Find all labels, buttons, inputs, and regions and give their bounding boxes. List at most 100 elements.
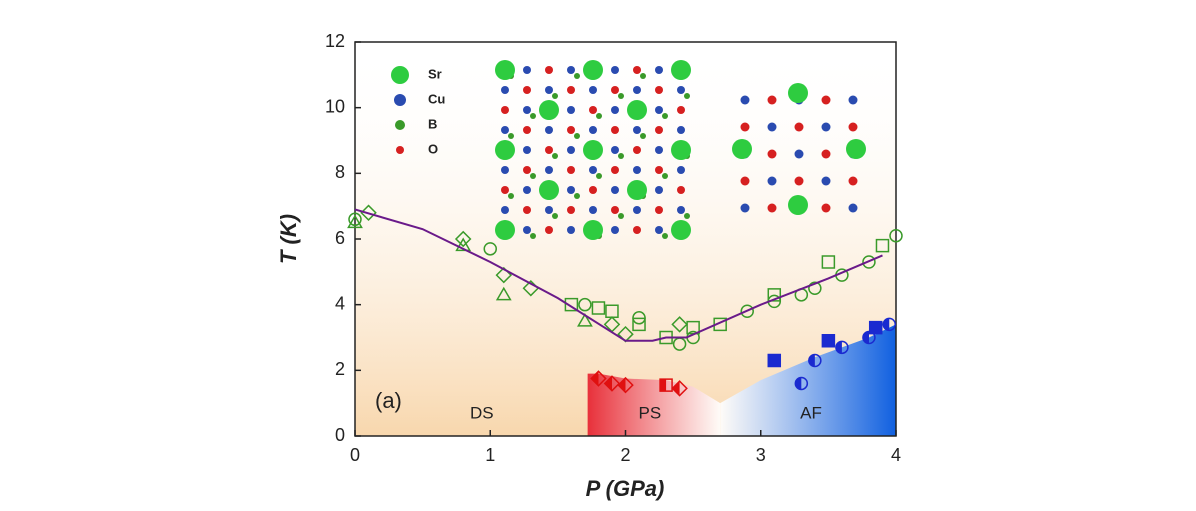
atom	[589, 166, 597, 174]
atom	[655, 166, 663, 174]
atom	[545, 226, 553, 234]
marker	[821, 334, 836, 348]
data-point	[672, 337, 687, 351]
marker	[578, 297, 592, 312]
x-tick-label: 0	[350, 445, 360, 465]
x-tick-label: 1	[485, 445, 495, 465]
atom	[740, 122, 750, 132]
atom	[767, 95, 777, 105]
atom	[567, 146, 575, 154]
marker	[577, 312, 593, 327]
y-axis-label: T (K)	[276, 214, 301, 264]
data-point	[767, 353, 782, 368]
atom	[740, 176, 750, 186]
atom	[640, 133, 646, 139]
marker-fill	[604, 376, 612, 391]
marker-outline	[835, 340, 849, 355]
marker	[591, 301, 606, 315]
atom	[848, 122, 858, 132]
marker	[767, 353, 782, 368]
data-point	[740, 304, 754, 318]
atom	[655, 106, 663, 114]
atom	[523, 226, 531, 234]
atom	[501, 206, 509, 214]
atom	[821, 122, 831, 132]
data-point	[632, 317, 646, 332]
atom	[740, 203, 750, 213]
data-point	[862, 255, 876, 269]
data-point	[686, 330, 700, 345]
atom	[552, 153, 558, 159]
atom	[633, 146, 641, 154]
marker	[605, 304, 619, 318]
atom	[523, 146, 531, 154]
atom	[662, 173, 668, 179]
atom	[671, 60, 691, 80]
marker	[686, 320, 700, 335]
atom	[589, 86, 597, 94]
marker-outline	[671, 380, 688, 397]
atom	[501, 186, 509, 194]
marker	[495, 286, 512, 301]
marker-outline	[862, 330, 876, 345]
atom	[545, 146, 553, 154]
region-label: PS	[639, 403, 662, 422]
marker	[889, 228, 903, 243]
y-tick-label: 10	[325, 96, 345, 116]
atom	[662, 113, 668, 119]
marker-fill	[672, 381, 680, 396]
atom	[611, 106, 619, 114]
marker	[454, 230, 472, 248]
atom	[530, 233, 536, 239]
atom	[539, 180, 559, 200]
atom	[567, 126, 575, 134]
data-point	[686, 320, 700, 335]
atom	[618, 153, 624, 159]
atom	[767, 149, 777, 159]
data-point	[483, 242, 498, 256]
data-point	[868, 320, 883, 335]
atom	[495, 140, 515, 160]
atom	[684, 93, 690, 99]
x-tick-label: 3	[756, 445, 766, 465]
atom	[501, 106, 509, 114]
atom	[767, 122, 777, 132]
marker	[671, 316, 688, 333]
marker	[347, 214, 363, 229]
x-axis-label: P (GPa)	[586, 476, 665, 501]
atom	[545, 166, 553, 174]
fit-line	[354, 208, 883, 342]
atom	[767, 203, 777, 213]
atom	[567, 86, 575, 94]
atom	[671, 140, 691, 160]
marker-outline	[882, 317, 896, 332]
marker	[672, 337, 687, 351]
data-point	[862, 330, 876, 345]
legend-symbol	[391, 66, 409, 84]
atom	[596, 173, 602, 179]
atom	[677, 106, 685, 114]
marker	[862, 255, 876, 269]
legend-label: Sr	[428, 66, 442, 81]
atom	[677, 166, 685, 174]
atom	[633, 66, 641, 74]
legend-symbol	[395, 120, 405, 130]
atom	[545, 66, 553, 74]
atom	[583, 60, 603, 80]
atom	[552, 93, 558, 99]
panel-label: (a)	[375, 388, 402, 413]
atom	[539, 100, 559, 120]
atom	[846, 139, 866, 159]
atom	[611, 126, 619, 134]
atom	[552, 213, 558, 219]
atom	[848, 203, 858, 213]
atom	[530, 113, 536, 119]
atom	[627, 100, 647, 120]
atom	[821, 95, 831, 105]
marker-outline	[603, 375, 621, 392]
marker	[455, 237, 472, 252]
data-point	[808, 281, 822, 295]
legend-label: Cu	[428, 91, 445, 106]
marker-outline	[794, 376, 809, 391]
data-point	[767, 288, 782, 302]
